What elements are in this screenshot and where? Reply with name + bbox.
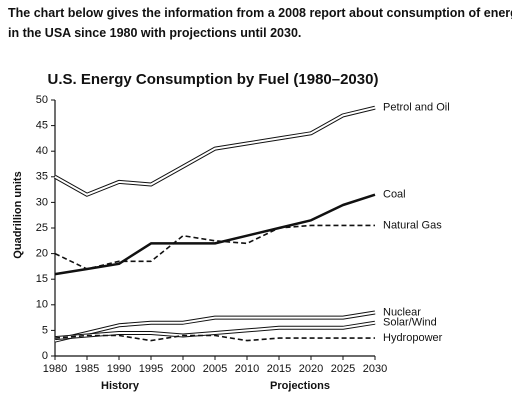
chart-title: U.S. Energy Consumption by Fuel (1980–20… — [48, 71, 379, 88]
y-tick-label: 20 — [36, 248, 48, 260]
line-series — [54, 224, 375, 270]
annotation: History — [101, 380, 140, 392]
x-tick-label: 2025 — [331, 363, 355, 375]
y-tick-label: 25 — [36, 222, 48, 234]
y-tick-label: 30 — [36, 196, 48, 208]
y-tick-label: 0 — [42, 350, 48, 362]
annotation: Projections — [270, 380, 330, 392]
y-tick-label: 45 — [36, 120, 48, 132]
header-line: The chart below gives the information fr… — [8, 6, 512, 20]
y-tick-label: 40 — [36, 145, 48, 157]
legend-label: Natural Gas — [383, 219, 442, 231]
y-axis-label: Quadrillion units — [12, 171, 24, 258]
line-series-inner — [54, 311, 376, 342]
line-series-inner — [54, 106, 376, 196]
legend-label: Petrol and Oil — [383, 102, 450, 114]
y-tick-label: 5 — [42, 324, 48, 336]
y-tick-label: 35 — [36, 171, 48, 183]
x-tick-label: 1995 — [139, 363, 163, 375]
header-line: in the USA since 1980 with projections u… — [8, 26, 302, 40]
line-series — [54, 334, 375, 342]
legend-label: Nuclear — [383, 306, 421, 318]
legend-label: Hydropower — [383, 332, 443, 344]
line-series — [54, 193, 376, 276]
legend-label: Solar/Wind — [383, 317, 437, 329]
x-tick-label: 1985 — [75, 363, 99, 375]
y-tick-label: 10 — [36, 299, 48, 311]
x-tick-label: 2030 — [363, 363, 387, 375]
y-tick-label: 15 — [36, 273, 48, 285]
x-tick-label: 1990 — [107, 363, 131, 375]
line-series — [54, 105, 376, 197]
x-tick-label: 2000 — [171, 363, 195, 375]
x-tick-label: 2010 — [235, 363, 259, 375]
x-tick-label: 2020 — [299, 363, 323, 375]
y-tick-label: 50 — [36, 94, 48, 106]
line-series-inner — [54, 321, 376, 340]
x-tick-label: 2015 — [267, 363, 291, 375]
x-tick-label: 1980 — [43, 363, 67, 375]
x-tick-label: 2005 — [203, 363, 227, 375]
legend-label: Coal — [383, 189, 406, 201]
